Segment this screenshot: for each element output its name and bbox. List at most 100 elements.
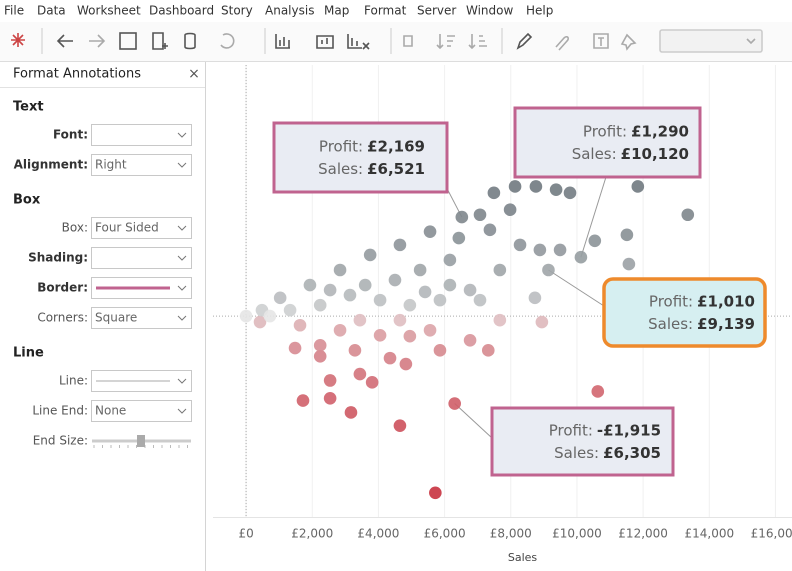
data-point[interactable]	[384, 352, 397, 365]
data-point[interactable]	[366, 376, 379, 389]
data-point[interactable]	[294, 319, 307, 332]
data-point[interactable]	[429, 487, 442, 500]
menu-item[interactable]: Help	[526, 4, 553, 18]
data-point[interactable]	[464, 284, 477, 297]
data-point[interactable]	[314, 299, 327, 312]
data-point[interactable]	[394, 419, 407, 432]
data-point[interactable]	[354, 314, 367, 327]
menu-item[interactable]: File	[4, 4, 24, 18]
menu-item[interactable]: Dashboard	[149, 4, 214, 18]
data-point[interactable]	[484, 224, 497, 237]
data-point[interactable]	[324, 284, 337, 297]
annotation-box	[274, 123, 447, 192]
tableau-logo[interactable]	[11, 33, 25, 47]
data-point[interactable]	[474, 208, 487, 221]
data-point[interactable]	[632, 180, 645, 193]
menu-item[interactable]: Worksheet	[77, 4, 141, 18]
section-header: Text	[13, 100, 44, 115]
slider-thumb[interactable]	[137, 435, 145, 447]
fit-dropdown[interactable]	[660, 30, 762, 52]
dropdown[interactable]	[92, 248, 192, 269]
data-point[interactable]	[591, 385, 604, 398]
field-label: Font:	[53, 128, 88, 142]
data-point[interactable]	[374, 294, 387, 307]
annotation[interactable]: Profit:£2,169Sales:£6,521	[274, 123, 447, 192]
data-point[interactable]	[530, 180, 543, 193]
close-button[interactable]: ×	[188, 66, 200, 82]
data-point[interactable]	[529, 292, 542, 305]
data-point[interactable]	[354, 368, 367, 381]
data-point[interactable]	[424, 225, 437, 238]
data-point[interactable]	[344, 289, 357, 302]
data-point[interactable]	[324, 392, 337, 405]
data-point[interactable]	[542, 264, 555, 277]
data-point[interactable]	[345, 406, 358, 419]
data-point[interactable]	[554, 244, 567, 257]
menu-item[interactable]: Analysis	[265, 4, 314, 18]
data-point[interactable]	[414, 264, 427, 277]
annotation-label: Sales:	[648, 315, 693, 333]
data-point[interactable]	[334, 264, 347, 277]
data-point[interactable]	[509, 180, 522, 193]
menu-item[interactable]: Story	[221, 4, 253, 18]
annotation[interactable]: Profit:-£1,915Sales:£6,305	[492, 408, 673, 475]
menu-item[interactable]: Map	[324, 4, 349, 18]
menu-item[interactable]: Window	[466, 4, 514, 18]
data-point[interactable]	[434, 344, 447, 357]
data-point[interactable]	[534, 244, 547, 257]
data-point[interactable]	[494, 264, 507, 277]
data-point[interactable]	[289, 342, 302, 355]
data-point[interactable]	[444, 279, 457, 292]
annotation-line: Profit:£1,010	[649, 292, 755, 310]
data-point[interactable]	[404, 299, 417, 312]
data-point[interactable]	[550, 183, 563, 196]
data-point[interactable]	[488, 187, 501, 200]
data-point[interactable]	[464, 334, 477, 347]
menu-item[interactable]: Data	[37, 4, 66, 18]
data-point[interactable]	[334, 324, 347, 337]
data-point[interactable]	[374, 329, 387, 342]
data-point[interactable]	[359, 279, 372, 292]
data-point[interactable]	[453, 232, 466, 245]
data-point[interactable]	[314, 350, 327, 363]
data-point[interactable]	[504, 203, 517, 216]
data-point[interactable]	[304, 279, 317, 292]
data-point[interactable]	[575, 251, 588, 264]
x-tick-label: £10,000	[552, 527, 602, 541]
data-point[interactable]	[564, 187, 577, 200]
data-point[interactable]	[444, 254, 457, 267]
data-point[interactable]	[514, 239, 527, 252]
annotation[interactable]: Profit:£1,010Sales:£9,139	[604, 279, 765, 346]
data-point[interactable]	[264, 310, 277, 323]
data-point[interactable]	[284, 304, 297, 317]
data-point[interactable]	[434, 294, 447, 307]
data-point[interactable]	[536, 316, 549, 329]
data-point[interactable]	[400, 358, 413, 371]
data-point[interactable]	[424, 324, 437, 337]
data-point[interactable]	[324, 374, 337, 387]
data-point[interactable]	[681, 208, 694, 221]
data-point[interactable]	[494, 314, 507, 327]
data-point[interactable]	[394, 239, 407, 252]
data-point[interactable]	[621, 229, 634, 242]
data-point[interactable]	[297, 394, 310, 407]
data-point[interactable]	[389, 274, 402, 287]
data-point[interactable]	[419, 286, 432, 299]
data-point[interactable]	[404, 330, 417, 343]
data-point[interactable]	[349, 344, 362, 357]
annotation[interactable]: Profit:£1,290Sales:£10,120	[515, 108, 700, 177]
data-point[interactable]	[394, 314, 407, 327]
data-point[interactable]	[448, 397, 461, 410]
data-point[interactable]	[364, 249, 377, 262]
data-point[interactable]	[240, 310, 253, 323]
menu-item[interactable]: Format	[364, 4, 407, 18]
data-point[interactable]	[274, 292, 287, 305]
data-point[interactable]	[314, 339, 327, 352]
data-point[interactable]	[623, 258, 636, 271]
dropdown[interactable]	[92, 125, 192, 146]
data-point[interactable]	[456, 211, 469, 224]
data-point[interactable]	[474, 294, 487, 307]
menu-item[interactable]: Server	[417, 4, 456, 18]
data-point[interactable]	[589, 234, 602, 247]
data-point[interactable]	[482, 344, 495, 357]
